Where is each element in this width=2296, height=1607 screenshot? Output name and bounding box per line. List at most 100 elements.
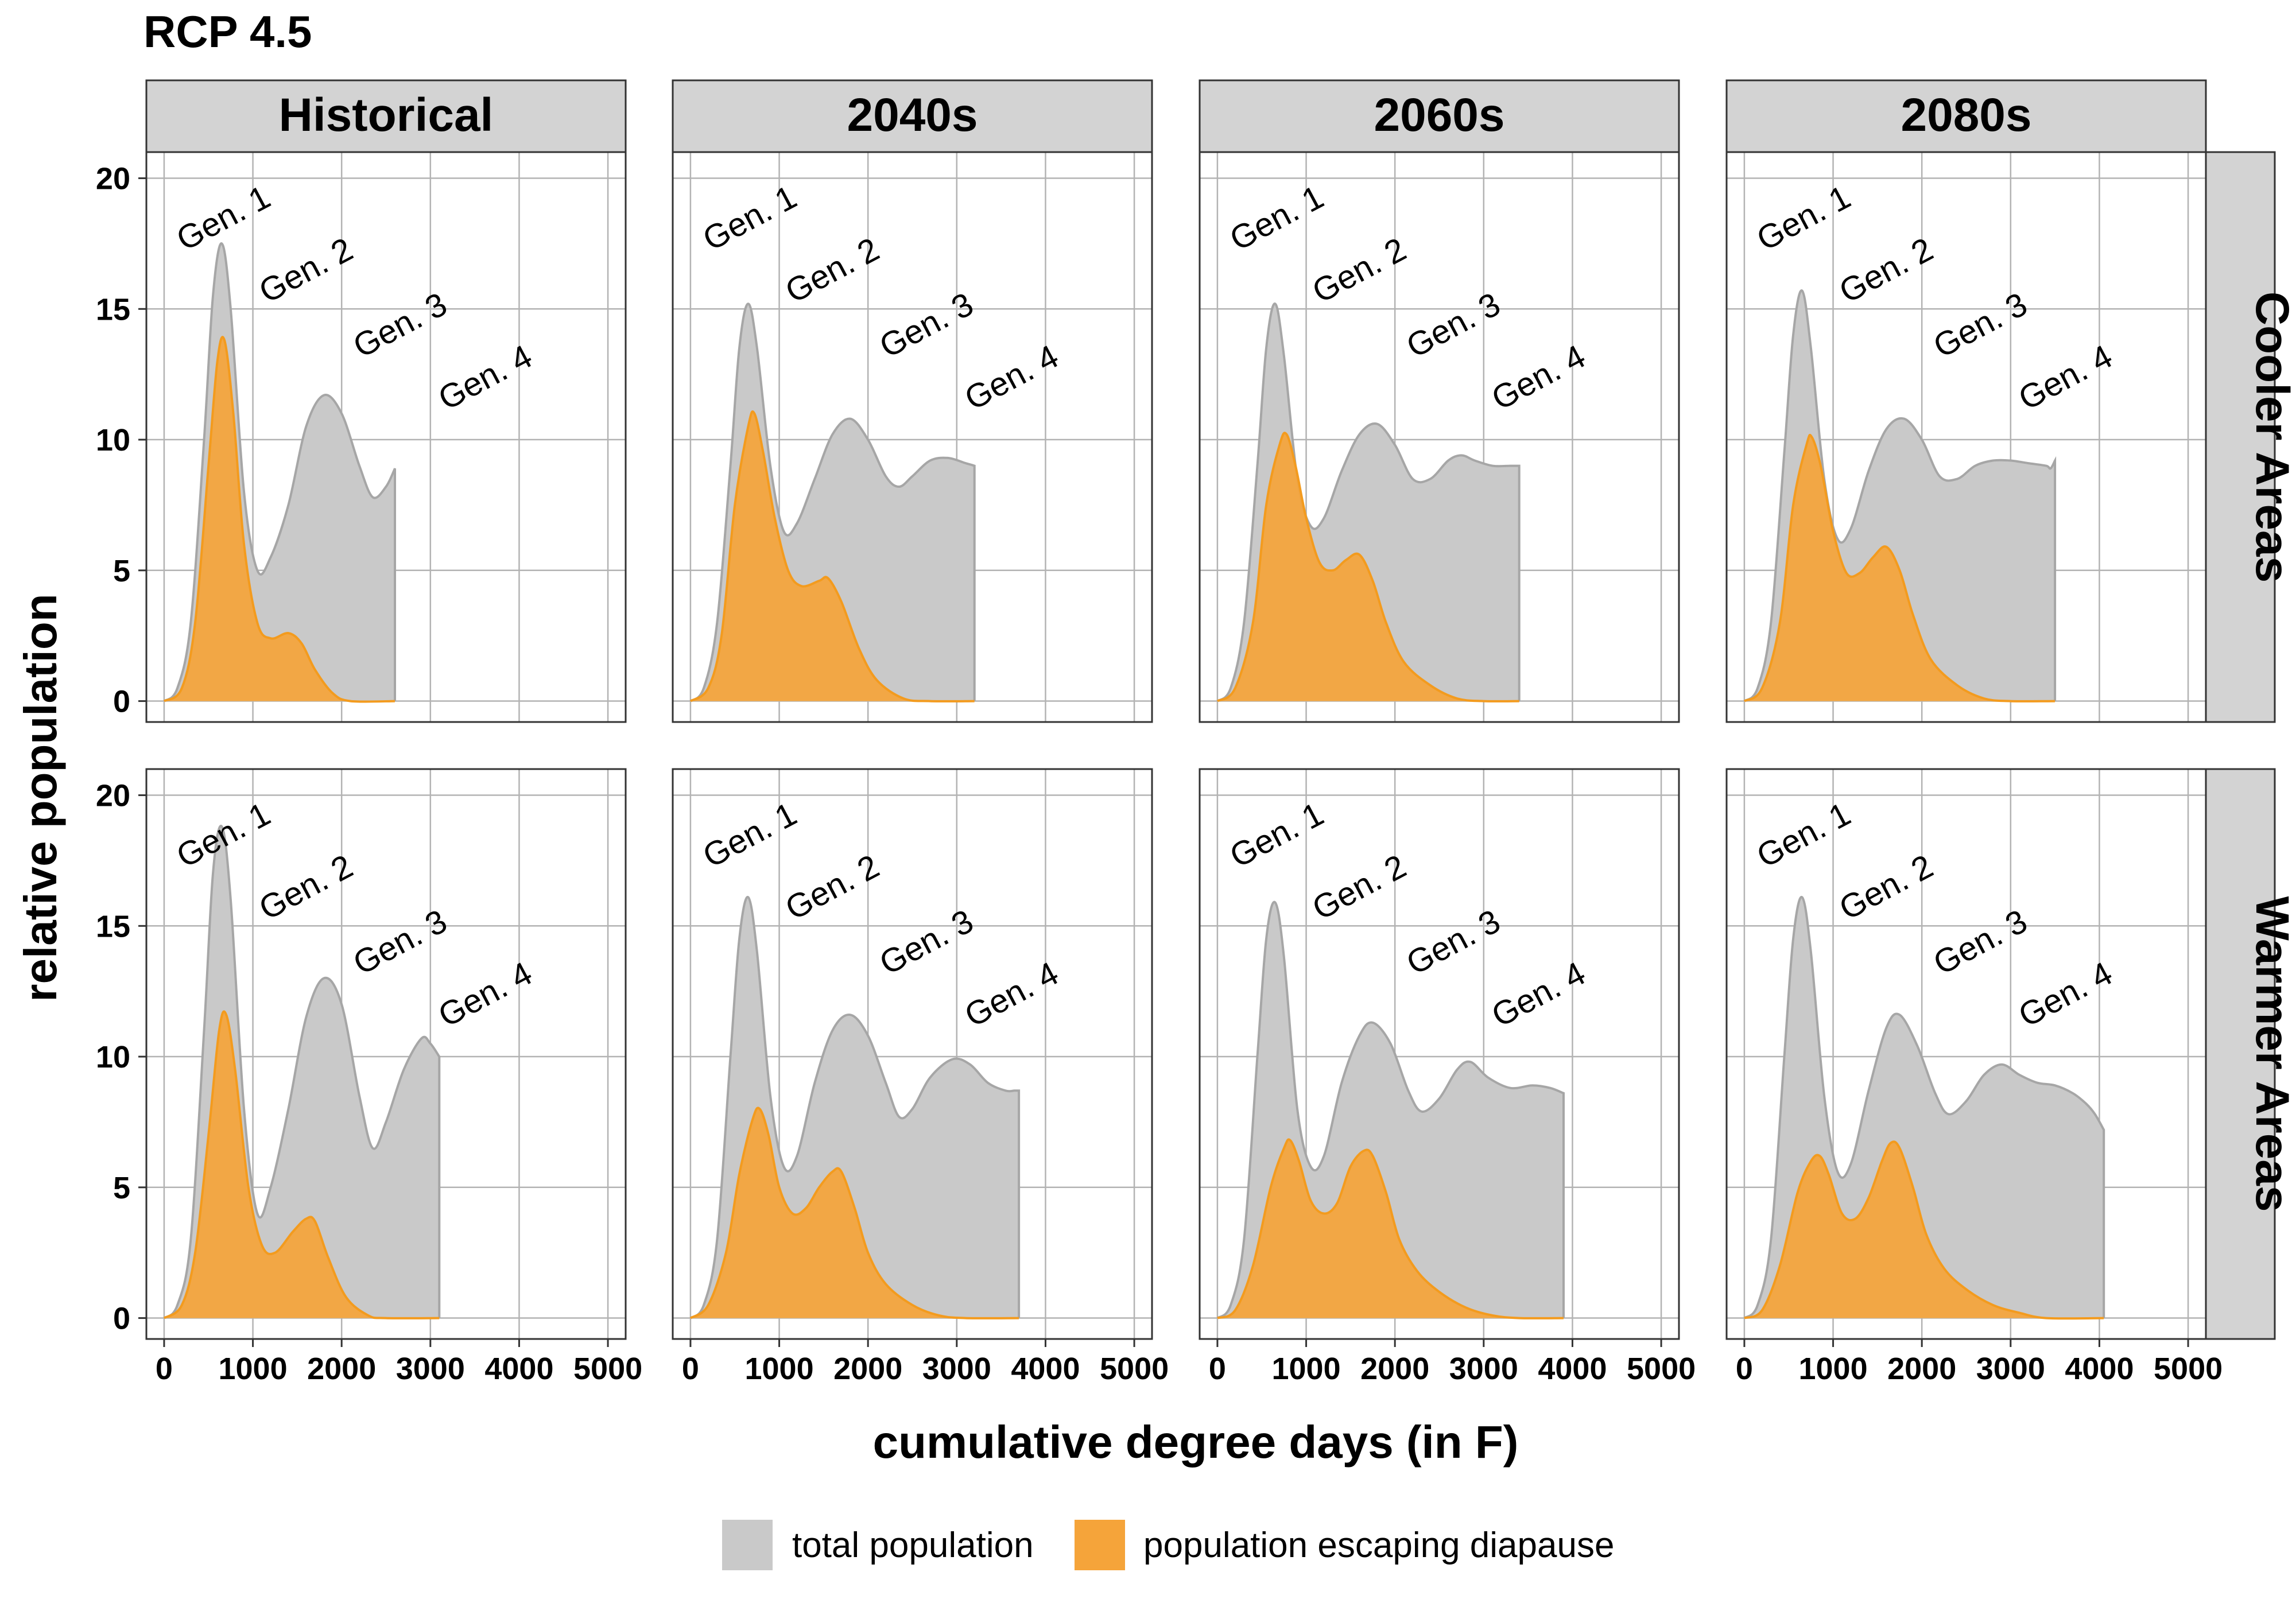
x-axis-tick-label: 3000 bbox=[1976, 1352, 2045, 1386]
total-population-line bbox=[689, 302, 976, 702]
column-strip-2060s: 2060s bbox=[1199, 79, 1680, 153]
x-axis-tick-label: 2000 bbox=[1887, 1352, 1956, 1386]
legend-label-population-escaping-diapause: population escaping diapause bbox=[1143, 1526, 1614, 1565]
panel-border bbox=[145, 151, 627, 723]
y-axis-tick-label: 0 bbox=[113, 1302, 130, 1336]
x-axis-tick-label: 4000 bbox=[484, 1352, 553, 1386]
population-escaping-diapause-area bbox=[164, 1011, 440, 1318]
row-strip-warmer-areas: Warmer Areas bbox=[2205, 768, 2296, 1340]
x-axis-tick-label: 5000 bbox=[1100, 1352, 1169, 1386]
facet-panels: Historical 2040s 2060s 2080s Cooler Areas War… bbox=[96, 79, 2296, 1386]
panel-border bbox=[1725, 768, 2207, 1340]
column-strip-2080s: 2080s bbox=[1725, 79, 2207, 153]
x-axis-tick-label: 0 bbox=[1209, 1352, 1226, 1386]
column-strip-label: 2080s bbox=[1901, 89, 2031, 141]
x-axis-tick-label: 3000 bbox=[922, 1352, 991, 1386]
population-escaping-diapause-line bbox=[1743, 433, 2055, 702]
legend-swatch-population-escaping-diapause bbox=[1075, 1520, 1125, 1570]
panel-border bbox=[1725, 151, 2207, 723]
chart-title: RCP 4.5 bbox=[144, 6, 312, 57]
y-axis-tick-label: 5 bbox=[113, 554, 130, 588]
total-population-line bbox=[163, 825, 441, 1319]
x-axis-tick-label: 4000 bbox=[1538, 1352, 1607, 1386]
y-axis-tick-label: 10 bbox=[96, 1040, 130, 1074]
x-axis-tick-label: 3000 bbox=[396, 1352, 465, 1386]
row-strip-label: Cooler Areas bbox=[2246, 292, 2296, 583]
population-escaping-diapause-line bbox=[689, 1107, 1019, 1319]
row-strip-background bbox=[2205, 768, 2276, 1340]
total-population-line bbox=[1743, 289, 2057, 702]
x-axis-tick-label: 1000 bbox=[1798, 1352, 1867, 1386]
population-escaping-diapause-line bbox=[163, 1010, 440, 1319]
x-axis-tick-label: 0 bbox=[682, 1352, 699, 1386]
x-axis-tick-label: 2000 bbox=[1360, 1352, 1429, 1386]
population-escaping-diapause-area bbox=[164, 337, 395, 702]
x-axis-tick-label: 1000 bbox=[218, 1352, 287, 1386]
column-strip-2040s: 2040s bbox=[672, 79, 1153, 153]
population-escaping-diapause-area bbox=[1217, 433, 1519, 701]
column-strip-background bbox=[145, 79, 627, 153]
y-axis-label: relative population bbox=[15, 593, 66, 1002]
column-strip-historical: Historical bbox=[145, 79, 627, 153]
panel-border bbox=[1199, 768, 1680, 1340]
legend: total population population escaping dia… bbox=[722, 1520, 1614, 1570]
y-axis-tick-label: 0 bbox=[113, 685, 130, 719]
population-escaping-diapause-line bbox=[1744, 1140, 2104, 1320]
x-axis-tick-label: 4000 bbox=[1011, 1352, 1080, 1386]
y-axis-tick-label: 20 bbox=[96, 162, 130, 196]
y-axis-tick-label: 5 bbox=[113, 1171, 130, 1205]
row-strip-background bbox=[2205, 151, 2276, 723]
panel-border bbox=[672, 768, 1153, 1340]
column-strip-background bbox=[672, 79, 1153, 153]
population-escaping-diapause-line bbox=[689, 410, 975, 702]
y-axis-tick-label: 15 bbox=[96, 292, 130, 327]
population-escaping-diapause-area bbox=[690, 412, 975, 701]
column-strip-label: Historical bbox=[279, 89, 494, 141]
x-axis-tick-label: 2000 bbox=[307, 1352, 376, 1386]
legend-label-total-population: total population bbox=[792, 1526, 1034, 1565]
x-axis-tick-label: 1000 bbox=[744, 1352, 813, 1386]
column-strip-background bbox=[1725, 79, 2207, 153]
y-axis-tick-label: 20 bbox=[96, 779, 130, 813]
x-axis-tick-label: 5000 bbox=[2154, 1352, 2223, 1386]
x-axis-tick-label: 3000 bbox=[1449, 1352, 1518, 1386]
population-escaping-diapause-area bbox=[1744, 434, 2055, 701]
row-strip-cooler-areas: Cooler Areas bbox=[2205, 151, 2296, 723]
population-escaping-diapause-line bbox=[1216, 432, 1519, 702]
legend-swatch-total-population bbox=[722, 1520, 773, 1570]
column-strip-label: 2040s bbox=[847, 89, 978, 141]
population-escaping-diapause-line bbox=[1217, 1138, 1564, 1319]
column-strip-label: 2060s bbox=[1374, 89, 1504, 141]
row-strip-label: Warmer Areas bbox=[2246, 896, 2296, 1212]
x-axis-tick-label: 1000 bbox=[1271, 1352, 1340, 1386]
x-axis-tick-label: 0 bbox=[1736, 1352, 1753, 1386]
x-axis-tick-label: 5000 bbox=[1627, 1352, 1696, 1386]
total-population-line bbox=[1743, 896, 2105, 1319]
total-population-line bbox=[1216, 900, 1565, 1319]
x-axis-tick-label: 2000 bbox=[833, 1352, 902, 1386]
y-axis-tick-label: 10 bbox=[96, 423, 130, 457]
total-population-line bbox=[689, 896, 1021, 1319]
total-population-line bbox=[163, 242, 396, 702]
y-axis-tick-label: 15 bbox=[96, 909, 130, 944]
panel-border bbox=[145, 768, 627, 1340]
panel-border bbox=[672, 151, 1153, 723]
x-axis-label: cumulative degree days (in F) bbox=[873, 1416, 1519, 1468]
x-axis-tick-label: 0 bbox=[156, 1352, 173, 1386]
population-escaping-diapause-area bbox=[1217, 1139, 1564, 1318]
population-escaping-diapause-line bbox=[163, 336, 395, 703]
total-population-line bbox=[1216, 302, 1521, 702]
x-axis-tick-label: 4000 bbox=[2065, 1352, 2134, 1386]
column-strip-background bbox=[1199, 79, 1680, 153]
panel-border bbox=[1199, 151, 1680, 723]
x-axis-tick-label: 5000 bbox=[573, 1352, 642, 1386]
